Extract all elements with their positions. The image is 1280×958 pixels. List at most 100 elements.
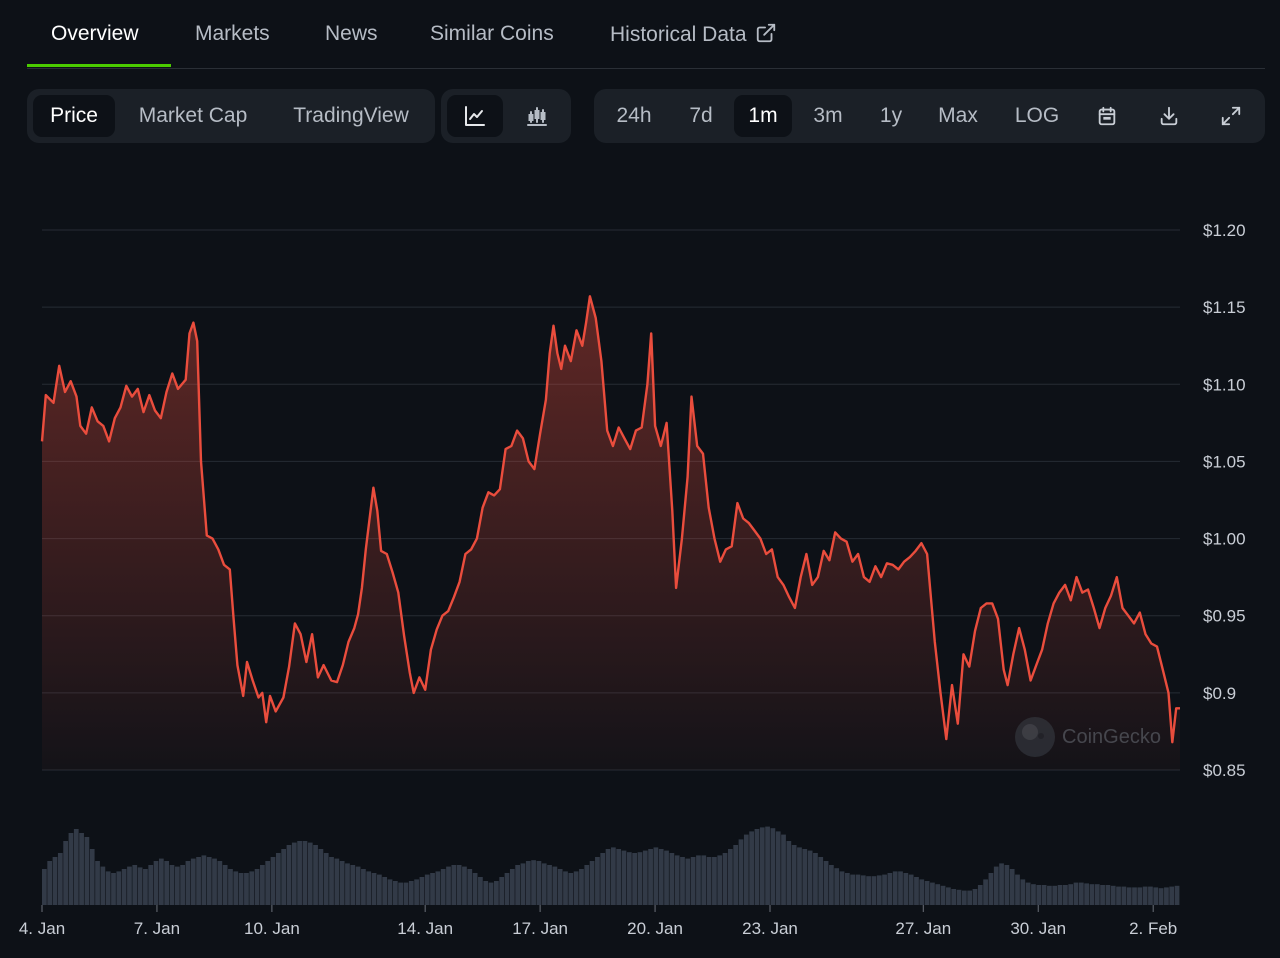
volume-bar <box>850 874 856 905</box>
volume-bar <box>611 847 616 905</box>
volume-bar <box>121 869 127 905</box>
volume-bar <box>371 873 377 905</box>
volume-bar <box>212 858 217 905</box>
volume-bar <box>791 845 797 905</box>
volume-bar <box>983 879 988 905</box>
range-1y-button[interactable]: 1y <box>879 104 903 127</box>
volume-bar <box>781 834 786 905</box>
volume-bar <box>408 881 414 905</box>
volume-bar <box>1041 885 1047 905</box>
volume-bar <box>419 877 425 905</box>
volume-bar <box>919 879 925 905</box>
volume-bar <box>307 842 313 905</box>
tab-overview[interactable]: Overview <box>51 22 139 45</box>
volume-bar <box>1031 884 1036 905</box>
volume-bar <box>339 861 345 905</box>
market-cap-button[interactable]: Market Cap <box>138 104 248 127</box>
candlestick-chart-button[interactable] <box>509 95 565 137</box>
volume-bar <box>361 869 366 905</box>
volume-bar <box>1137 887 1143 905</box>
candlestick-chart-icon <box>527 107 547 127</box>
x-tick-label: 17. Jan <box>512 919 568 938</box>
volume-bar <box>1052 885 1058 905</box>
chart-style-toggle <box>441 89 571 143</box>
time-range-toolbar: 24h 7d 1m 3m 1y Max LOG <box>594 89 1265 143</box>
volume-bar <box>1068 884 1074 905</box>
volume-bar <box>584 865 590 905</box>
x-tick-label: 7. Jan <box>134 919 180 938</box>
price-line <box>40 295 1180 744</box>
range-max-button[interactable]: Max <box>938 104 978 127</box>
volume-bar <box>829 865 834 905</box>
volume-bar <box>786 841 792 905</box>
volume-bar <box>988 873 994 905</box>
volume-bar <box>685 858 691 905</box>
tab-markets[interactable]: Markets <box>195 22 270 45</box>
volume-bar <box>536 861 542 905</box>
volume-bar <box>813 853 818 905</box>
tab-similar-coins[interactable]: Similar Coins <box>430 22 554 45</box>
range-7d-button[interactable]: 7d <box>689 104 713 127</box>
volume-bar <box>1142 886 1148 905</box>
range-1m-button[interactable]: 1m <box>734 95 792 137</box>
volume-bar <box>876 875 882 905</box>
date-picker-button[interactable] <box>1082 95 1132 137</box>
volume-bar <box>1020 879 1026 905</box>
volume-bar <box>52 857 58 905</box>
data-type-toggle: Price Market Cap TradingView <box>27 89 435 143</box>
volume-bar <box>158 858 164 905</box>
volume-bar <box>190 858 196 905</box>
x-tick-label: 20. Jan <box>627 919 683 938</box>
price-button[interactable]: Price <box>33 95 115 137</box>
volume-bar <box>1158 888 1164 905</box>
volume-bar <box>951 889 957 905</box>
volume-bar <box>42 869 47 905</box>
line-chart-icon <box>465 106 485 127</box>
volume-bar <box>547 865 552 905</box>
y-tick-label: $0.85 <box>1203 761 1246 780</box>
volume-bar <box>196 857 201 905</box>
volume-bar <box>515 865 520 905</box>
download-button[interactable] <box>1144 95 1194 137</box>
line-chart-button[interactable] <box>447 95 503 137</box>
volume-bar <box>84 837 90 905</box>
volume-bar <box>632 853 637 905</box>
volume-bar <box>302 841 308 905</box>
volume-bar <box>844 873 850 905</box>
tradingview-button[interactable]: TradingView <box>293 104 409 127</box>
price-chart[interactable]: CoinGecko $1.20 $1.15 $1.10 $1.05 $1.00 $0.95… <box>0 150 1280 958</box>
fullscreen-button[interactable] <box>1206 95 1256 137</box>
tab-historical-data[interactable]: Historical Data <box>610 22 777 47</box>
volume-bar <box>1036 885 1042 905</box>
volume-bar <box>233 871 239 905</box>
volume-bar <box>185 861 191 905</box>
log-scale-button[interactable]: LOG <box>1014 104 1060 127</box>
volume-bar <box>531 860 536 905</box>
volume-bar <box>355 866 361 905</box>
volume-bar <box>1110 885 1116 905</box>
volume-bar <box>600 853 606 905</box>
volume-bar <box>940 885 946 905</box>
volume-bar <box>1100 885 1105 905</box>
volume-bar <box>1121 886 1127 905</box>
coingecko-watermark: CoinGecko <box>1015 717 1161 757</box>
tab-news[interactable]: News <box>325 22 378 45</box>
volume-bar <box>653 847 659 905</box>
volume-bar <box>834 868 840 905</box>
volume-bar <box>956 889 962 905</box>
volume-bar <box>658 849 664 905</box>
range-24h-button[interactable]: 24h <box>616 104 652 127</box>
volume-bar <box>382 877 388 905</box>
volume-bar <box>488 882 494 905</box>
volume-bar <box>180 865 185 905</box>
volume-bar <box>1004 865 1010 905</box>
volume-bar <box>403 882 409 905</box>
volume-bar <box>637 852 643 905</box>
range-3m-button[interactable]: 3m <box>813 104 843 127</box>
volume-bar <box>749 831 754 905</box>
volume-bar <box>967 890 973 905</box>
volume-bar <box>924 881 930 905</box>
volume-bar <box>541 863 547 905</box>
volume-bar <box>57 853 63 905</box>
x-tick-label: 27. Jan <box>895 919 951 938</box>
